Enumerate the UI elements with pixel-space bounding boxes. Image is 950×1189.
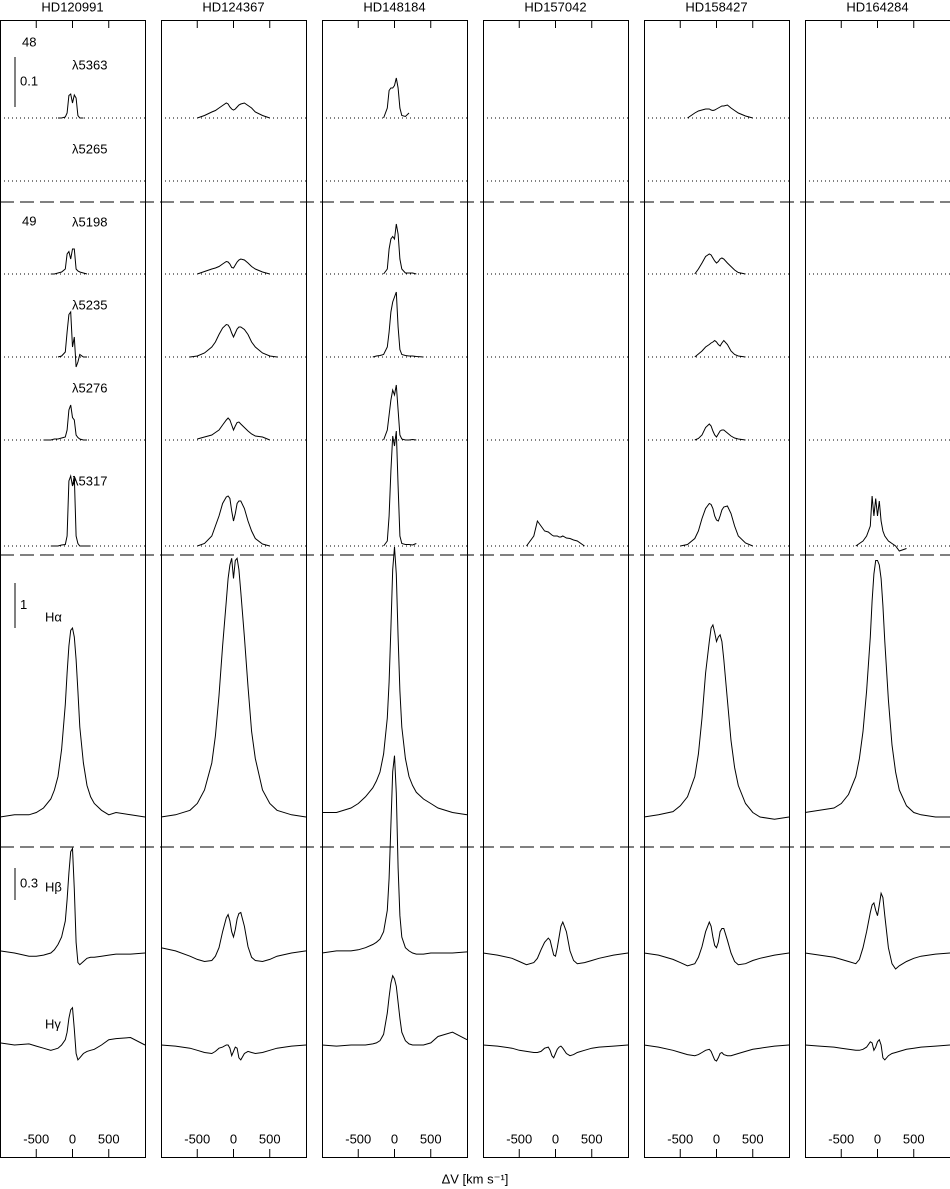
x-tick-label: 500 (903, 1131, 925, 1146)
line-label: Hα (45, 609, 62, 624)
line-profile (804, 1038, 950, 1061)
line-profile (160, 911, 307, 963)
line-label: Hγ (45, 1016, 61, 1031)
line-profile (680, 502, 753, 547)
panel-frame (805, 20, 950, 1158)
section-label: 48 (22, 34, 36, 49)
x-tick-label: -500 (667, 1131, 693, 1146)
line-profile (197, 417, 270, 441)
line-label: λ5317 (72, 473, 107, 488)
line-profile (50, 474, 91, 547)
line-profile (50, 248, 88, 275)
line-profile (197, 258, 270, 275)
line-profile (197, 102, 270, 119)
panel-frame (483, 20, 629, 1158)
line-profile (855, 495, 907, 552)
x-tick-label: 0 (391, 1131, 398, 1146)
line-label: Hβ (45, 879, 62, 894)
scale-label: 0.1 (20, 73, 38, 88)
panel-frame (161, 20, 307, 1158)
line-label: λ5198 (72, 214, 107, 229)
x-tick-label: -500 (184, 1131, 210, 1146)
panel-frame (322, 20, 468, 1158)
panel-title: HD124367 (202, 0, 264, 14)
x-tick-label: -500 (506, 1131, 532, 1146)
x-tick-label: 500 (742, 1131, 764, 1146)
line-profile (687, 104, 753, 119)
line-profile (383, 384, 417, 441)
panel-title: HD120991 (41, 0, 103, 14)
x-tick-label: 500 (98, 1131, 120, 1146)
line-profile (643, 623, 790, 820)
section-label: 49 (22, 213, 36, 228)
line-profile (189, 323, 278, 358)
line-profile (643, 920, 790, 967)
line-profile (383, 223, 417, 275)
x-tick-label: 0 (230, 1131, 237, 1146)
scale-label: 0.3 (20, 875, 38, 890)
x-axis-label: ΔV [km s⁻¹] (442, 1171, 509, 1186)
line-profile (0, 1006, 146, 1061)
line-profile (43, 404, 87, 441)
line-profile (526, 519, 585, 547)
line-profile (0, 626, 146, 818)
line-profile (372, 291, 424, 358)
line-label: λ5265 (72, 141, 107, 156)
line-profile (58, 93, 84, 119)
x-tick-label: 0 (69, 1131, 76, 1146)
line-profile (0, 846, 146, 966)
panel-frame (0, 20, 146, 1158)
line-profile (694, 423, 746, 441)
line-profile (482, 920, 629, 966)
x-tick-label: 0 (552, 1131, 559, 1146)
line-profile (694, 253, 746, 275)
line-profile (694, 339, 746, 358)
x-tick-label: 500 (259, 1131, 281, 1146)
line-profile (383, 430, 417, 547)
line-profile (321, 974, 468, 1047)
x-tick-label: 0 (874, 1131, 881, 1146)
panel-title: HD158427 (685, 0, 747, 14)
line-profile (160, 1044, 307, 1061)
panel-title: HD148184 (363, 0, 425, 14)
line-profile (643, 1044, 790, 1062)
x-tick-label: -500 (23, 1131, 49, 1146)
x-tick-label: -500 (828, 1131, 854, 1146)
line-profile (197, 495, 270, 547)
panel-title: HD157042 (524, 0, 586, 14)
line-label: λ5363 (72, 57, 107, 72)
panel-title: HD164284 (846, 0, 908, 14)
line-label: λ5276 (72, 380, 107, 395)
x-tick-label: 0 (713, 1131, 720, 1146)
x-tick-label: 500 (420, 1131, 442, 1146)
line-profile (160, 557, 307, 818)
line-profile (804, 560, 950, 818)
line-label: λ5235 (72, 297, 107, 312)
line-profile (482, 1044, 629, 1059)
x-tick-label: 500 (581, 1131, 603, 1146)
line-profile (804, 891, 950, 970)
scale-label: 1 (20, 597, 27, 612)
line-profile (322, 546, 468, 816)
panel-frame (644, 20, 790, 1158)
line-profile (321, 755, 468, 955)
x-tick-label: -500 (345, 1131, 371, 1146)
line-profile (383, 77, 410, 119)
line-profile (57, 310, 87, 368)
